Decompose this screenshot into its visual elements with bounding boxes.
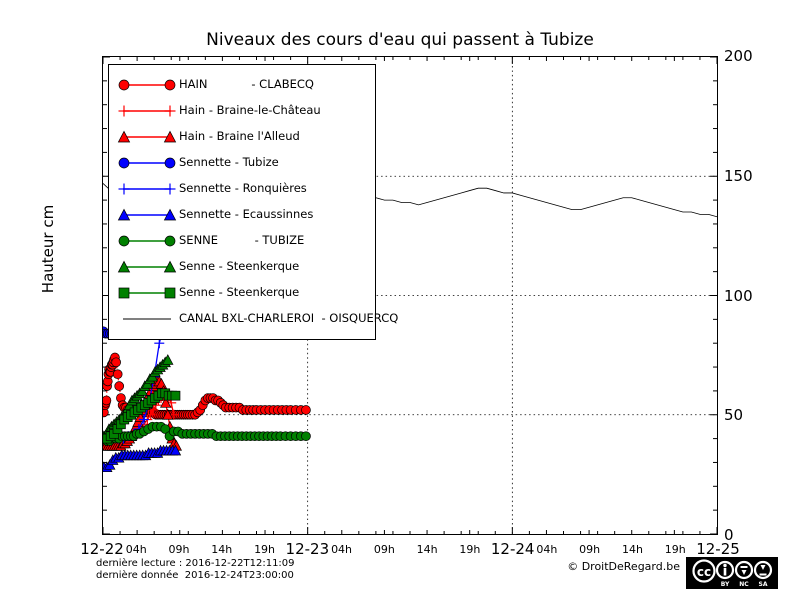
legend-item-label: Senne - Steenkerque [179, 259, 300, 274]
legend-item[interactable]: SENNE - TUBIZE [115, 228, 369, 254]
x-tick-label-minor: 09h [579, 543, 601, 556]
footer-reading-line-1: dernière lecture : 2016-12-22T12:11:09 [96, 558, 295, 569]
legend-marker-triangle-up-icon [115, 202, 179, 228]
y-tick-label: 200 [724, 47, 753, 65]
plot-canvas [103, 57, 717, 534]
footer-readings: dernière lecture : 2016-12-22T12:11:09 de… [96, 558, 295, 581]
y-tick-label: 50 [724, 406, 744, 425]
legend-item-label: Hain - Braine-le-Château [179, 103, 321, 118]
y-tick-label: 150 [724, 166, 753, 185]
svg-text:NC: NC [739, 581, 749, 588]
page-title: Niveaux des cours d'eau qui passent à Tu… [206, 30, 594, 50]
legend-marker-circle-icon [115, 150, 179, 176]
creative-commons-license-badge: cc BY NC SA [686, 557, 778, 589]
x-tick-label-major: 12-24 [490, 540, 535, 558]
legend-item[interactable]: Hain - Braine l'Alleud [115, 124, 369, 150]
x-tick-label-major: 12-25 [696, 540, 740, 558]
legend-marker-none-icon [115, 306, 179, 332]
chart-legend: HAIN - CLABECQ Hain - Braine-le-Château Ha… [108, 64, 398, 340]
x-tick-label-minor: 14h [416, 543, 438, 556]
y-tick-label: 0 [724, 526, 734, 544]
legend-item[interactable]: Sennette - Tubize [115, 150, 369, 176]
legend-item[interactable]: CANAL BXL-CHARLEROI - OISQUERCQ [115, 306, 398, 332]
legend-marker-circle-icon [115, 228, 179, 254]
legend-item-label: Sennette - Ecaussinnes [179, 207, 314, 222]
legend-marker-triangle-up-icon [115, 254, 179, 280]
svg-text:cc: cc [697, 565, 711, 579]
legend-marker-triangle-up-icon [115, 124, 179, 150]
legend-item[interactable]: Sennette - Ronquières [115, 176, 369, 202]
x-tick-label-minor: 04h [536, 543, 558, 556]
x-tick-label-minor: 09h [168, 543, 190, 556]
x-tick-label-major: 12-22 [80, 540, 124, 558]
y-tick-label: 100 [724, 286, 753, 305]
legend-item-label: Senne - Steenkerque [179, 285, 300, 300]
x-tick-label-major: 12-23 [285, 540, 330, 558]
legend-item[interactable]: Hain - Braine-le-Château [115, 98, 369, 124]
legend-item[interactable]: HAIN - CLABECQ [115, 72, 369, 98]
svg-text:BY: BY [721, 581, 730, 588]
legend-marker-plus-icon [115, 98, 179, 124]
legend-item-label: Sennette - Ronquières [179, 181, 307, 196]
x-tick-label-minor: 19h [664, 543, 686, 556]
x-tick-label-minor: 14h [211, 543, 233, 556]
legend-item[interactable]: Senne - Steenkerque [115, 280, 369, 306]
legend-item-label: HAIN - CLABECQ [179, 77, 314, 92]
x-tick-label-minor: 19h [459, 543, 481, 556]
x-tick-label-minor: 04h [331, 543, 353, 556]
svg-text:SA: SA [759, 581, 768, 588]
legend-item-label: Hain - Braine l'Alleud [179, 129, 300, 144]
x-tick-label-minor: 19h [254, 543, 276, 556]
copyright-credit: © DroitDeRegard.be [567, 560, 680, 573]
legend-marker-square-icon [115, 280, 179, 306]
legend-marker-circle-icon [115, 72, 179, 98]
plot-area [102, 56, 718, 535]
legend-item-label: Sennette - Tubize [179, 155, 279, 170]
legend-marker-plus-icon [115, 176, 179, 202]
legend-item[interactable]: Senne - Steenkerque [115, 254, 369, 280]
footer-reading-line-2: dernière donnée 2016-12-24T23:00:00 [96, 569, 294, 581]
legend-item-label: SENNE - TUBIZE [179, 233, 305, 248]
x-tick-label-minor: 14h [621, 543, 643, 556]
x-tick-label-minor: 09h [373, 543, 395, 556]
y-axis-label: Hauteur cm [39, 204, 57, 294]
legend-item[interactable]: Sennette - Ecaussinnes [115, 202, 369, 228]
legend-item-label: CANAL BXL-CHARLEROI - OISQUERCQ [179, 311, 399, 326]
x-tick-label-minor: 04h [125, 543, 147, 556]
